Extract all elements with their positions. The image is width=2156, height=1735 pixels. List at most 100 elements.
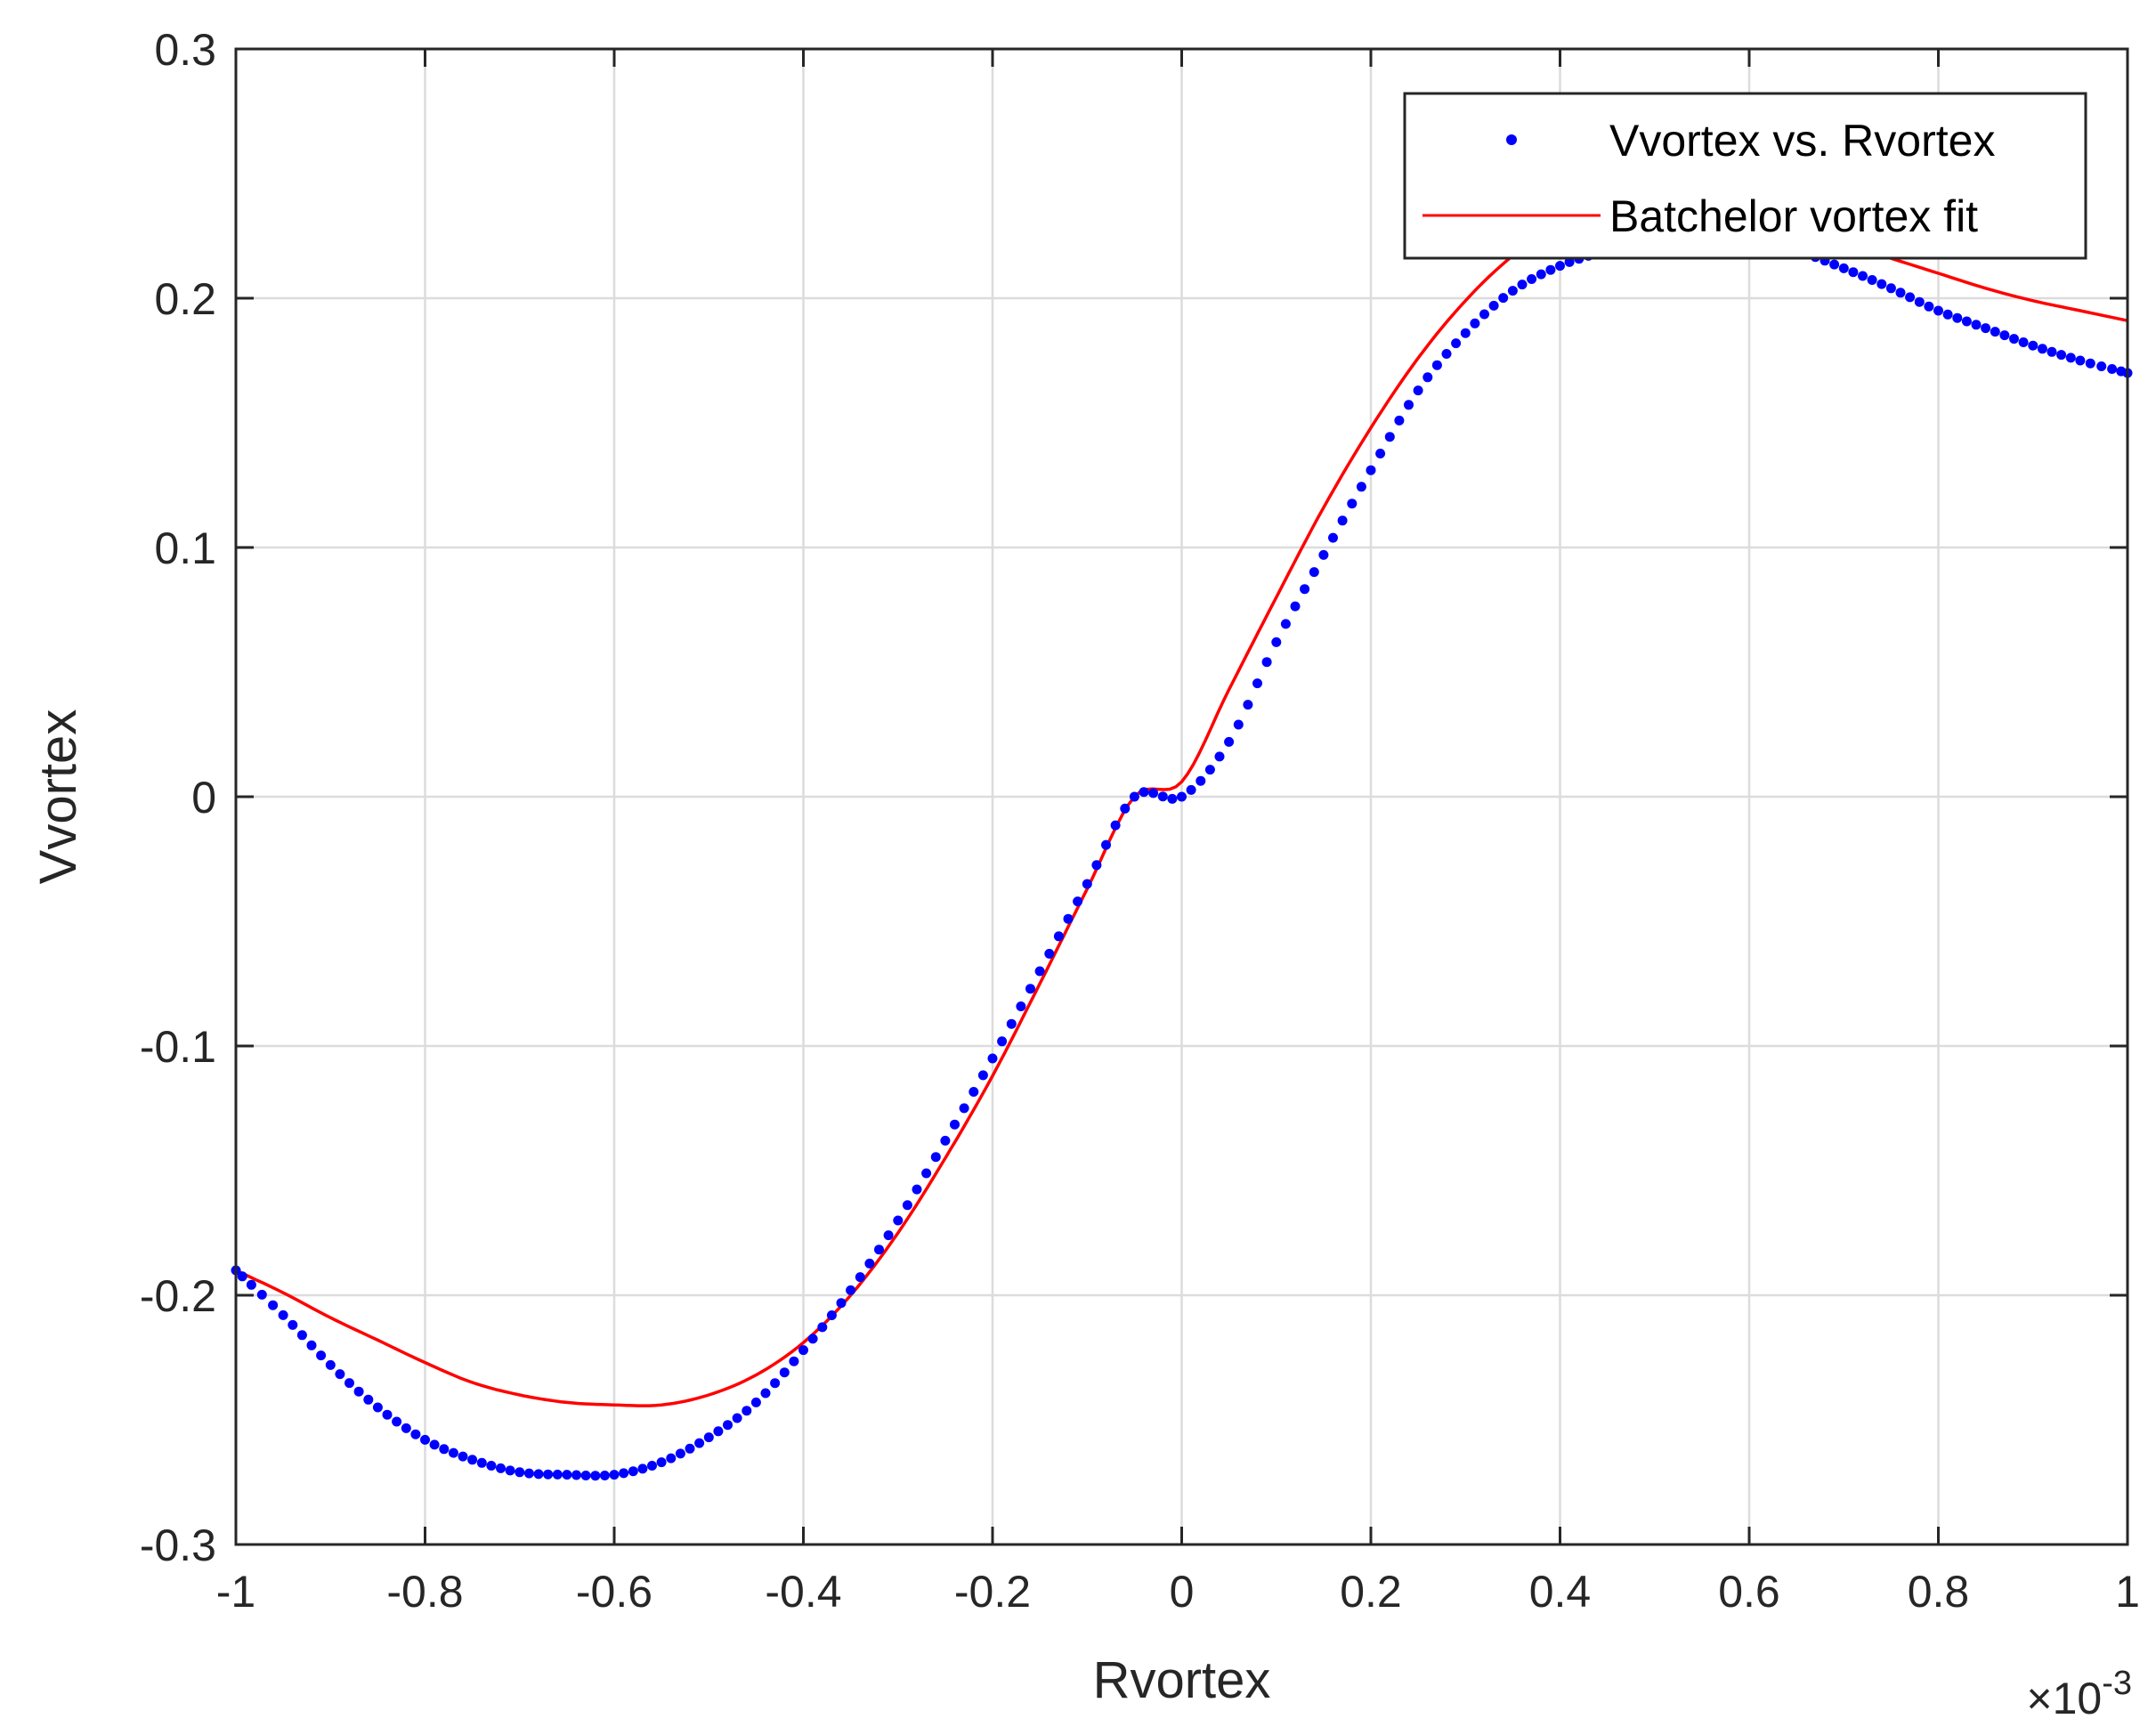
data-point-106 [1233, 719, 1244, 730]
x-tick-label-8: 0.6 [1718, 1567, 1780, 1617]
data-point-174 [1876, 279, 1887, 289]
data-point-33 [543, 1469, 554, 1480]
data-point-10 [325, 1359, 336, 1370]
data-point-40 [609, 1470, 620, 1480]
data-point-34 [552, 1469, 563, 1480]
y-tick-label-3: 0 [191, 773, 216, 823]
data-point-180 [1933, 305, 1943, 316]
data-point-192 [2047, 346, 2057, 357]
data-point-121 [1375, 449, 1386, 458]
data-point-45 [656, 1457, 667, 1468]
data-point-128 [1441, 349, 1452, 359]
data-point-70 [893, 1215, 904, 1226]
data-point-4 [268, 1300, 279, 1310]
x-exponent-power: -3 [2102, 1665, 2132, 1702]
x-tick-label-0: -1 [216, 1567, 255, 1617]
data-point-73 [921, 1168, 932, 1179]
data-point-129 [1451, 338, 1462, 349]
x-exponent-times: × [2026, 1674, 2052, 1723]
data-point-133 [1488, 300, 1499, 311]
data-point-77 [959, 1103, 969, 1114]
data-point-109 [1261, 657, 1272, 668]
data-point-22 [439, 1444, 450, 1455]
data-point-117 [1337, 515, 1348, 526]
y-tick-label-4: 0.1 [154, 523, 216, 573]
ticks [234, 47, 2129, 1546]
data-point-195 [2075, 355, 2086, 366]
data-point-92 [1101, 839, 1111, 850]
data-point-21 [429, 1439, 440, 1450]
data-point-20 [420, 1434, 430, 1445]
data-point-102 [1196, 775, 1206, 786]
data-point-135 [1507, 286, 1518, 296]
data-point-61 [807, 1334, 818, 1344]
x-tick-label-4: -0.2 [954, 1567, 1031, 1617]
data-point-52 [723, 1420, 733, 1431]
data-point-86 [1044, 948, 1055, 959]
data-point-5 [278, 1309, 288, 1320]
data-point-118 [1347, 499, 1358, 509]
data-point-178 [1914, 296, 1925, 307]
data-point-182 [1952, 312, 1963, 323]
data-point-97 [1148, 788, 1159, 799]
data-point-38 [590, 1471, 601, 1481]
data-point-119 [1356, 482, 1366, 492]
data-point-87 [1053, 931, 1064, 942]
data-point-197 [2096, 361, 2107, 371]
data-point-169 [1829, 259, 1840, 270]
data-point-36 [571, 1470, 581, 1480]
data-point-9 [316, 1350, 327, 1361]
data-point-66 [855, 1272, 865, 1283]
data-point-49 [694, 1438, 705, 1448]
y-tick-label-5: 0.2 [154, 274, 216, 324]
data-point-59 [789, 1356, 799, 1366]
data-point-85 [1034, 966, 1045, 977]
data-point-198 [2107, 364, 2118, 374]
data-point-39 [599, 1471, 610, 1480]
data-point-187 [1999, 330, 2010, 341]
y-tick-label-2: -0.1 [140, 1022, 216, 1072]
data-point-30 [515, 1467, 525, 1478]
data-point-60 [798, 1345, 808, 1356]
data-point-63 [826, 1310, 837, 1320]
data-point-37 [580, 1471, 591, 1480]
data-point-176 [1895, 288, 1906, 298]
data-point-71 [902, 1200, 912, 1211]
data-point-114 [1309, 567, 1319, 578]
data-point-112 [1290, 601, 1301, 612]
data-point-137 [1527, 274, 1537, 284]
data-point-68 [874, 1244, 884, 1255]
data-point-125 [1413, 385, 1423, 396]
data-point-189 [2018, 337, 2029, 347]
y-tick-label-1: -0.2 [140, 1271, 216, 1321]
data-point-24 [458, 1451, 468, 1462]
x-exponent-label: ×10-3 [2026, 1665, 2132, 1723]
data-point-41 [619, 1468, 629, 1479]
data-point-138 [1536, 269, 1546, 280]
data-point-94 [1120, 803, 1131, 814]
x-exponent-base: 10 [2053, 1674, 2103, 1723]
data-point-196 [2085, 358, 2095, 369]
data-point-74 [930, 1152, 941, 1163]
data-point-19 [410, 1429, 421, 1439]
data-point-173 [1867, 275, 1877, 285]
data-point-105 [1224, 736, 1235, 747]
data-point-18 [401, 1423, 411, 1433]
data-point-190 [2028, 340, 2038, 351]
data-point-28 [496, 1463, 506, 1473]
x-tick-label-5: 0 [1170, 1567, 1195, 1617]
data-point-183 [1961, 316, 1972, 327]
x-tick-label-10: 1 [2115, 1567, 2140, 1617]
data-point-91 [1091, 860, 1102, 871]
data-point-172 [1858, 271, 1868, 281]
data-point-191 [2037, 344, 2047, 354]
data-point-90 [1082, 879, 1092, 889]
data-point-186 [1990, 327, 2000, 337]
data-point-25 [467, 1455, 478, 1465]
data-point-136 [1517, 280, 1528, 290]
x-tick-label-3: -0.4 [765, 1567, 841, 1617]
data-point-23 [448, 1447, 458, 1458]
y-tick-label-6: 0.3 [154, 25, 216, 75]
data-point-78 [969, 1087, 979, 1097]
